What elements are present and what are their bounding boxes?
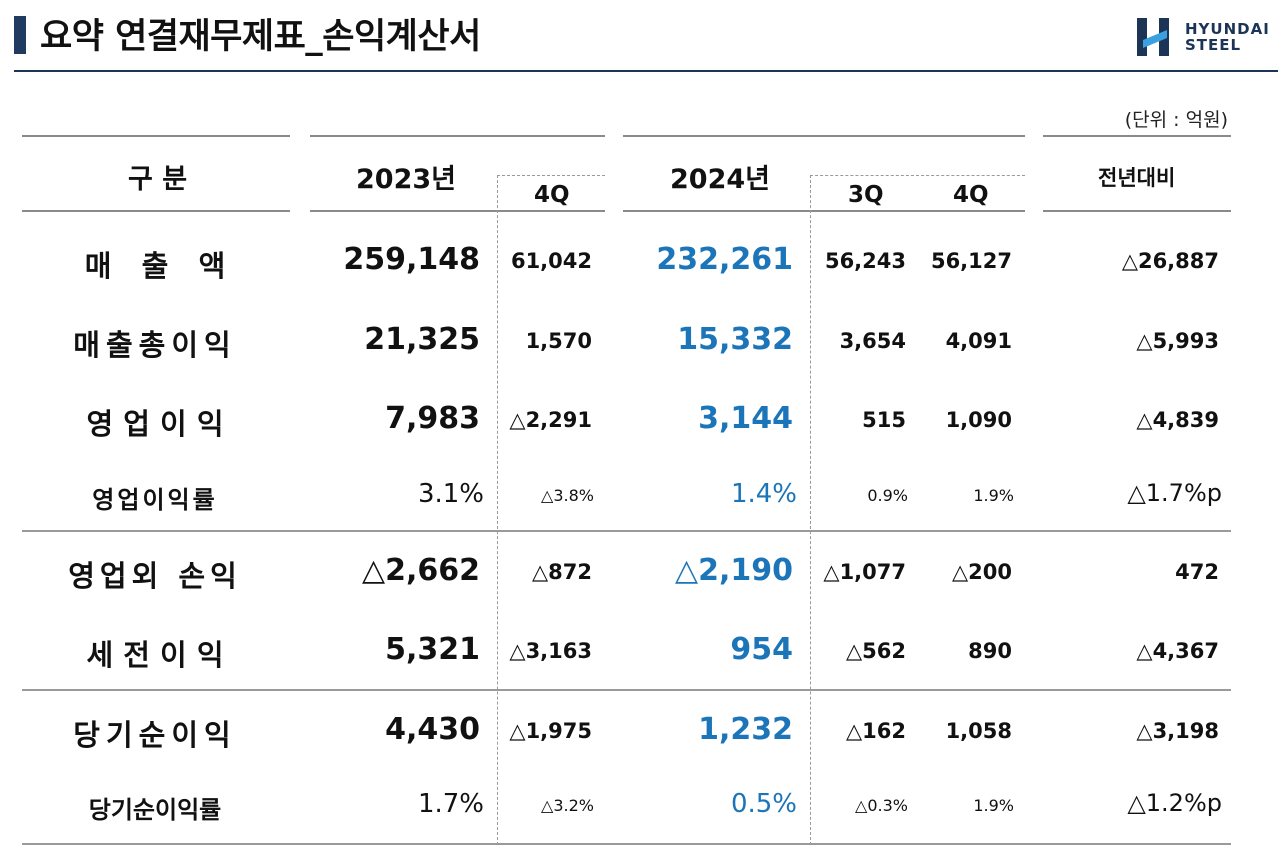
value-2023: 5,321 [385, 632, 480, 667]
value-2023-4q: △1,975 [509, 719, 592, 743]
header-category: 구 분 [128, 164, 188, 195]
header-2024-3q: 3Q [848, 182, 884, 208]
value-2024-3q: △0.3% [855, 796, 908, 815]
header-2024: 2024년 [670, 164, 770, 195]
value-2023-4q: △3,163 [509, 639, 592, 663]
value-2024-3q: △562 [846, 639, 906, 663]
value-2024-4q: 1,058 [945, 719, 1012, 743]
section-line-2 [22, 689, 1231, 691]
row-label: 세 전 이 익 [86, 638, 224, 672]
value-2024-3q: 0.9% [867, 486, 908, 505]
header-bottom-line-3 [623, 210, 1025, 212]
value-yoy: △1.2%p [1127, 789, 1222, 817]
value-yoy: △5,993 [1136, 329, 1219, 353]
h-logo-icon [1137, 18, 1169, 56]
section-line-bottom [22, 843, 1231, 845]
row-label: 영 업 이 익 [86, 407, 224, 441]
row-label: 매출총이익 [73, 328, 237, 362]
value-yoy: △1.7%p [1127, 479, 1222, 507]
value-2024: 3,144 [698, 401, 793, 436]
value-2024-3q: △1,077 [823, 560, 906, 584]
unit-label: (단위 : 억원) [1124, 109, 1228, 131]
value-2024: 15,332 [677, 322, 793, 357]
header-2023-4q: 4Q [534, 182, 570, 208]
header-2023: 2023년 [356, 164, 456, 195]
value-2023: 4,430 [385, 712, 480, 747]
value-2023-4q: △3.2% [541, 796, 594, 815]
logo-text: HYUNDAI STEEL [1185, 21, 1270, 53]
value-2023: △2,662 [362, 553, 480, 588]
header-bottom-line-2 [310, 210, 605, 212]
value-yoy: 472 [1175, 560, 1219, 584]
value-2024-4q: 1,090 [945, 408, 1012, 432]
row-label: 영업외 손익 [68, 559, 242, 593]
value-2023: 3.1% [417, 479, 484, 509]
value-2024: 954 [730, 632, 793, 667]
header-top-line-3 [623, 135, 1025, 137]
value-2024: △2,190 [675, 553, 793, 588]
title-underline [14, 70, 1278, 72]
value-2024: 0.5% [730, 789, 797, 819]
header-bottom-line-4 [1043, 210, 1231, 212]
hyundai-steel-logo: HYUNDAI STEEL [1137, 18, 1277, 58]
q2024-dash-top [810, 175, 1025, 176]
value-yoy: △4,367 [1136, 639, 1219, 663]
value-2023-4q: △872 [532, 560, 592, 584]
q2023-dash-vertical [497, 175, 498, 845]
value-2024-3q: 56,243 [824, 249, 906, 273]
q2023-dash-top [497, 175, 605, 176]
value-2024: 1.4% [730, 479, 797, 509]
value-yoy: △26,887 [1121, 249, 1219, 273]
header-top-line-2 [310, 135, 605, 137]
value-2024-4q: △200 [952, 560, 1012, 584]
value-2023-4q: 61,042 [510, 249, 592, 273]
value-2024: 1,232 [698, 712, 793, 747]
value-yoy: △4,839 [1136, 408, 1219, 432]
value-2024-3q: 515 [862, 408, 906, 432]
header-top-line-1 [22, 135, 290, 137]
value-2023: 1.7% [417, 789, 484, 819]
value-2023-4q: △3.8% [541, 486, 594, 505]
logo-line1: HYUNDAI [1185, 20, 1270, 38]
page-title: 요약 연결재무제표_손익계산서 [40, 17, 481, 57]
logo-line2: STEEL [1185, 36, 1242, 54]
value-2023-4q: △2,291 [509, 408, 592, 432]
header-2024-4q: 4Q [953, 182, 989, 208]
value-2024-4q: 890 [968, 639, 1012, 663]
header-yoy: 전년대비 [1098, 166, 1176, 190]
value-2024-3q: 3,654 [839, 329, 906, 353]
value-2024-4q: 4,091 [945, 329, 1012, 353]
q2024-dash-vertical [810, 175, 811, 845]
header-bottom-line-1 [22, 210, 290, 212]
header-top-line-4 [1043, 135, 1231, 137]
value-2023: 259,148 [343, 242, 480, 277]
value-2023-4q: 1,570 [525, 329, 592, 353]
value-2024-3q: △162 [846, 719, 906, 743]
value-2024: 232,261 [656, 242, 793, 277]
title-accent-bar [14, 16, 26, 54]
value-2024-4q: 1.9% [973, 486, 1014, 505]
value-yoy: △3,198 [1136, 719, 1219, 743]
value-2023: 21,325 [364, 322, 480, 357]
row-label: 당기순이익 [73, 718, 237, 752]
row-label: 매 출 액 [84, 249, 226, 283]
value-2024-4q: 1.9% [973, 796, 1014, 815]
row-label: 영업이익률 [92, 486, 218, 514]
row-label: 당기순이익률 [88, 796, 222, 824]
section-line-1 [22, 530, 1231, 532]
value-2024-4q: 56,127 [930, 249, 1012, 273]
value-2023: 7,983 [385, 401, 480, 436]
